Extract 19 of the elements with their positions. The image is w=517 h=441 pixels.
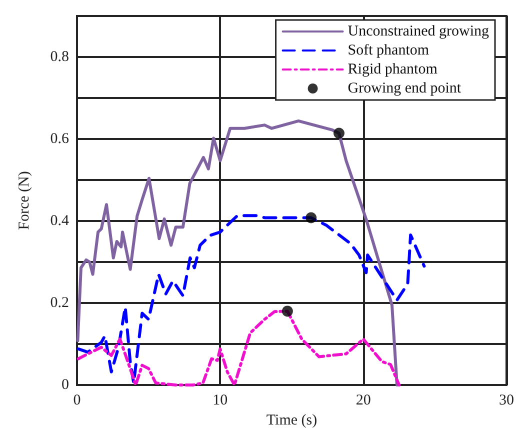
y-tick-label: 0 (62, 377, 69, 393)
point (306, 212, 317, 224)
y-axis-title: Force (N) (16, 171, 32, 230)
x-tick-label: 30 (499, 392, 514, 408)
legend-label: Soft phantom (348, 42, 430, 58)
point (334, 128, 344, 139)
x-tick-label: 10 (212, 392, 228, 408)
x-axis-title: Time (s) (266, 412, 318, 428)
y-tick-label: 0.2 (50, 295, 69, 311)
y-tick-label: 0.6 (50, 131, 70, 147)
legend-label: Rigid phantom (348, 62, 438, 78)
line-series (76, 119, 398, 386)
y-tick-label: 0.8 (50, 49, 69, 65)
legend-label: Unconstrained growing (348, 24, 490, 40)
legend-label: Growing end point (348, 80, 462, 96)
point (282, 306, 293, 317)
x-tick-label: 0 (73, 392, 81, 408)
y-tick-label: 0.4 (50, 213, 70, 229)
x-tick-label: 20 (356, 392, 371, 408)
